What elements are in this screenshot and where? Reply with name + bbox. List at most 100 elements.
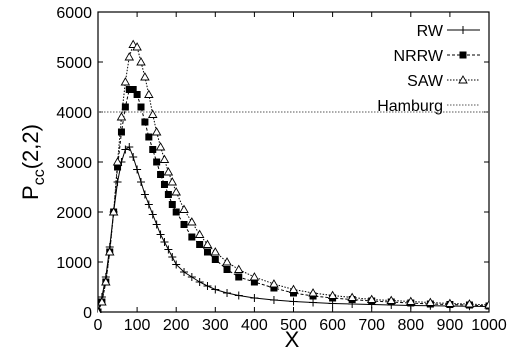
saw-data-point (366, 294, 377, 303)
nrrw-data-point (114, 163, 122, 171)
nrrw-data-point (270, 284, 278, 292)
x-tick-label: 300 (202, 317, 229, 334)
rw-data-point (156, 230, 165, 239)
saw-data-point (116, 112, 127, 121)
y-tick-label: 3000 (56, 155, 92, 172)
nrrw-data-point (145, 133, 153, 141)
legend-item-rw: RW (417, 23, 480, 40)
x-tick-label: 400 (241, 317, 268, 334)
x-tick-label: 600 (319, 317, 346, 334)
nrrw-data-point (117, 128, 125, 136)
saw-data-point (249, 272, 260, 281)
saw-data-point (151, 127, 162, 136)
saw-data-point (233, 264, 244, 273)
y-tick-label: 0 (83, 305, 92, 322)
nrrw-data-point (137, 103, 145, 111)
y-axis-title: Pcc(2,2) (18, 124, 48, 200)
rw-data-point (168, 253, 177, 261)
nrrw-data-point (157, 171, 165, 178)
saw-data-point (406, 296, 416, 305)
rw-data-point (195, 278, 204, 286)
rw-data-point (187, 273, 196, 281)
saw-data-point (210, 247, 221, 256)
rw-data-point (133, 165, 142, 174)
axis-ticks: 0 100 200 300 400 500 600 700 800 900 1000 0 1000 200… (56, 5, 506, 334)
legend-item-saw: SAW (407, 73, 480, 90)
saw-data-point (136, 57, 146, 66)
legend-item-nrrw: NRRW (394, 48, 480, 65)
rw-data-point (152, 220, 161, 229)
y-tick-label: 2000 (56, 205, 92, 222)
x-axis-title: X (285, 327, 300, 349)
rw-data-point (211, 285, 220, 294)
rw-data-point (144, 200, 153, 209)
nrrw-data-point (235, 273, 243, 281)
nrrw-data-point (223, 266, 231, 273)
rw-data-point (289, 297, 298, 306)
nrrw-data-point (168, 201, 176, 208)
nrrw-data-point (121, 103, 129, 111)
saw-data-point (458, 75, 468, 84)
x-tick-label: 900 (437, 317, 464, 334)
x-tick-label: 100 (124, 317, 151, 334)
x-tick-label: 200 (163, 317, 190, 334)
svg-text:Pcc(2,2): Pcc(2,2) (18, 124, 48, 200)
saw-data-point (144, 89, 154, 98)
saw-data-point (132, 42, 142, 51)
rw-data-point (148, 210, 157, 219)
saw-data-point (386, 295, 397, 304)
nrrw-data-point (172, 208, 180, 216)
rw-data-point (459, 26, 467, 34)
x-tick-label: 0 (94, 317, 103, 334)
nrrw-data-point (125, 86, 133, 93)
y-tick-label: 1000 (56, 255, 92, 272)
nrrw-data-point (164, 191, 172, 198)
legend-label: NRRW (394, 48, 444, 65)
legend: RW NRRW SAW Hamburg (377, 23, 480, 115)
legend-label: Hamburg (377, 98, 443, 115)
y-tick-label: 6000 (56, 5, 92, 22)
saw-data-point (167, 177, 178, 186)
saw-data-point (155, 142, 166, 151)
x-tick-label: 700 (358, 317, 385, 334)
nrrw-data-point (141, 118, 149, 126)
rw-data-point (137, 178, 146, 186)
rw-data-point (269, 296, 278, 304)
saw-data-point (124, 52, 135, 61)
saw-data-point (484, 300, 489, 309)
nrrw-series-line (98, 89, 489, 313)
nrrw-data-point (153, 158, 161, 166)
saw-data-point (464, 299, 475, 308)
y-tick-label: 5000 (56, 55, 92, 72)
saw-data-point (140, 72, 150, 81)
nrrw-data-point (211, 256, 219, 263)
saw-data-point (202, 239, 213, 248)
nrrw-data-point (203, 248, 211, 256)
rw-data-point (223, 289, 232, 297)
rw-data-point (125, 143, 134, 151)
saw-data-point (187, 217, 197, 226)
nrrw-data-point (149, 146, 157, 153)
y-tick-label: 4000 (56, 105, 92, 122)
rw-data-point (172, 260, 181, 269)
rw-data-point (309, 298, 318, 307)
saw-data-point (171, 187, 181, 196)
saw-data-point (445, 298, 455, 307)
x-tick-label: 800 (397, 317, 424, 334)
saw-data-point (108, 207, 119, 216)
saw-data-point (159, 154, 170, 163)
saw-data-point (98, 297, 107, 306)
saw-data-point (425, 297, 436, 306)
legend-label: RW (417, 23, 444, 40)
nrrw-data-point (133, 91, 141, 98)
nrrw-data-point (129, 86, 137, 93)
legend-label: SAW (407, 73, 444, 90)
nrrw-data-point (196, 241, 204, 248)
saw-data-point (347, 292, 357, 301)
saw-data-point (98, 307, 102, 313)
rw-data-point (180, 268, 189, 276)
nrrw-data-point (290, 289, 297, 297)
rw-data-point (160, 238, 169, 246)
nrrw-data-point (160, 181, 168, 188)
